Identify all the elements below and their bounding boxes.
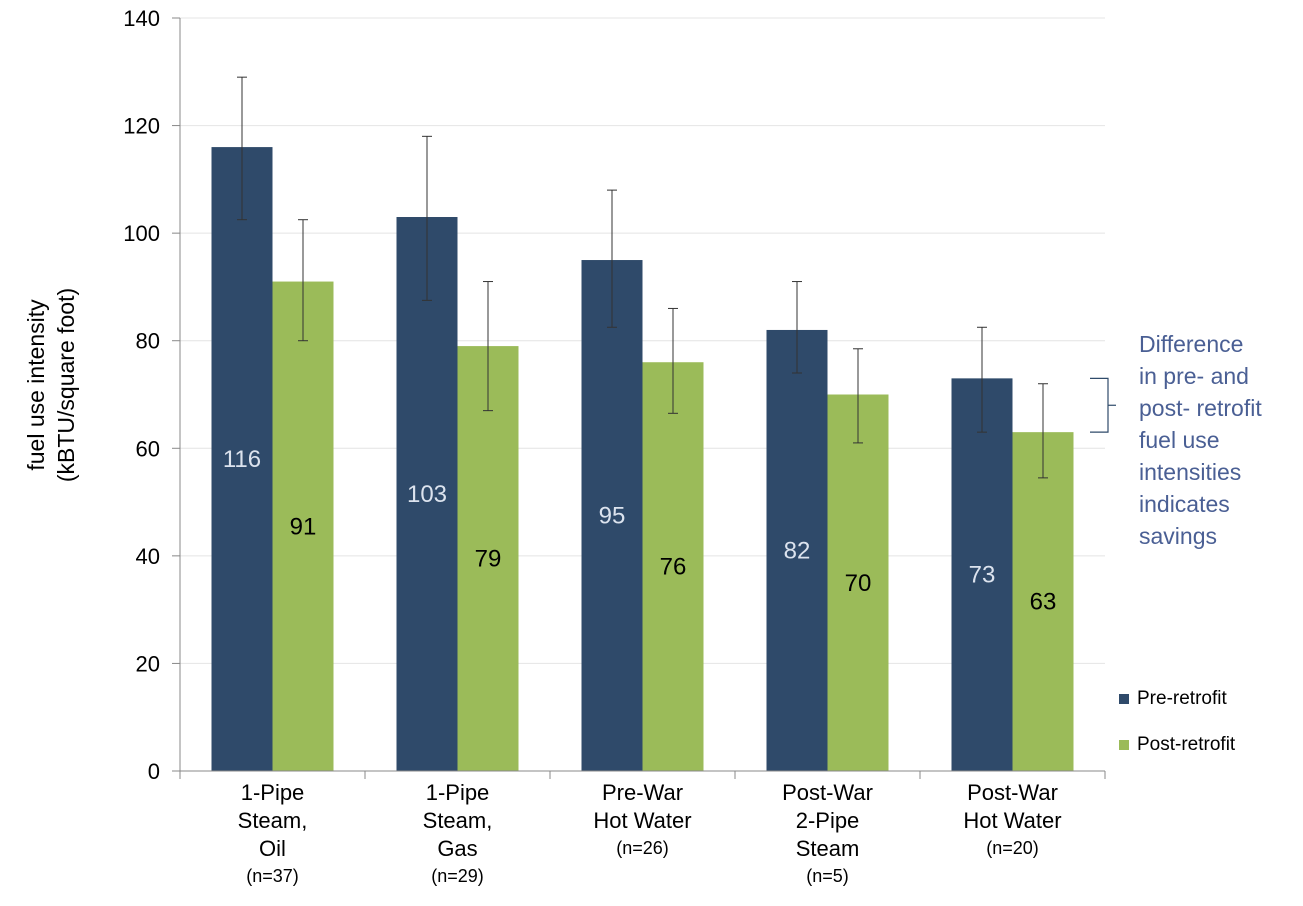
bars [211,147,1074,772]
x-tick-label: Hot Water [963,808,1061,833]
x-tick-sample-size: (n=5) [806,866,849,886]
annotation-text: savings [1139,523,1217,549]
x-tick-sample-size: (n=29) [431,866,484,886]
x-axis: 1-Pipe Steam, Oil (n=37) 1-Pipe Steam, Gas (n=2… [179,770,1106,886]
bar [272,281,334,771]
x-tick-label: Gas [437,836,477,861]
legend-swatch [1119,694,1129,704]
data-label: 79 [475,546,502,573]
x-tick-label: Hot Water [593,808,691,833]
annotation-text: indicates [1139,491,1230,517]
annotation-text: Difference [1139,331,1243,357]
legend: Pre-retrofit Post-retrofit [1119,688,1236,755]
bar [642,362,704,771]
data-label: 103 [407,481,447,508]
error-bars [237,76,1048,479]
x-tick-label: 2-Pipe [796,808,860,833]
x-tick-label: 1-Pipe [241,780,305,805]
x-tick-label: Steam [796,836,860,861]
x-tick-label: Steam, [423,808,493,833]
x-tick-label: Oil [259,836,286,861]
x-tick-label: Post-War [782,780,873,805]
y-axis: 0 20 40 60 80 100 120 140 [123,6,181,784]
data-labels: 116 91 103 79 95 76 82 70 73 63 [223,446,1056,616]
y-tick-label: 40 [136,544,160,569]
data-label: 63 [1030,589,1057,616]
data-label: 116 [223,446,261,473]
data-label: 91 [290,513,317,540]
bar [457,346,519,771]
y-tick-label: 60 [136,436,160,461]
y-axis-label-units: (kBTU/square foot) [53,288,79,482]
data-label: 73 [969,562,996,589]
y-tick-label: 0 [148,759,160,784]
savings-annotation: Difference in pre- and post- retrofit fuel … [1090,331,1262,549]
legend-swatch [1119,740,1129,750]
bar [951,378,1013,771]
y-axis-label: fuel use intensity [23,299,49,471]
y-tick-label: 20 [136,651,160,676]
bar [766,329,828,771]
x-tick-sample-size: (n=20) [986,838,1039,858]
bar [1012,432,1074,771]
x-tick-label: Steam, [238,808,308,833]
x-tick-sample-size: (n=37) [246,866,299,886]
bar [396,217,458,771]
x-tick-label: Pre-War [602,780,683,805]
data-label: 82 [784,537,811,564]
x-tick-label: Post-War [967,780,1058,805]
data-label: 95 [599,503,626,530]
annotation-text: fuel use [1139,427,1220,453]
bar [211,147,273,772]
legend-label: Post-retrofit [1137,734,1236,755]
bar [581,260,643,771]
y-tick-label: 80 [136,329,160,354]
y-tick-label: 140 [123,6,160,31]
y-tick-label: 120 [123,114,160,139]
x-tick-sample-size: (n=26) [616,838,669,858]
data-label: 76 [660,554,687,581]
legend-label: Pre-retrofit [1137,688,1227,709]
x-tick-label: 1-Pipe [426,780,490,805]
annotation-text: intensities [1139,459,1241,485]
savings-bracket [1090,377,1109,433]
bar [827,394,889,771]
data-label: 70 [845,570,872,597]
annotation-text: post- retrofit [1139,395,1262,421]
annotation-text: in pre- and [1139,363,1249,389]
y-tick-label: 100 [123,221,160,246]
